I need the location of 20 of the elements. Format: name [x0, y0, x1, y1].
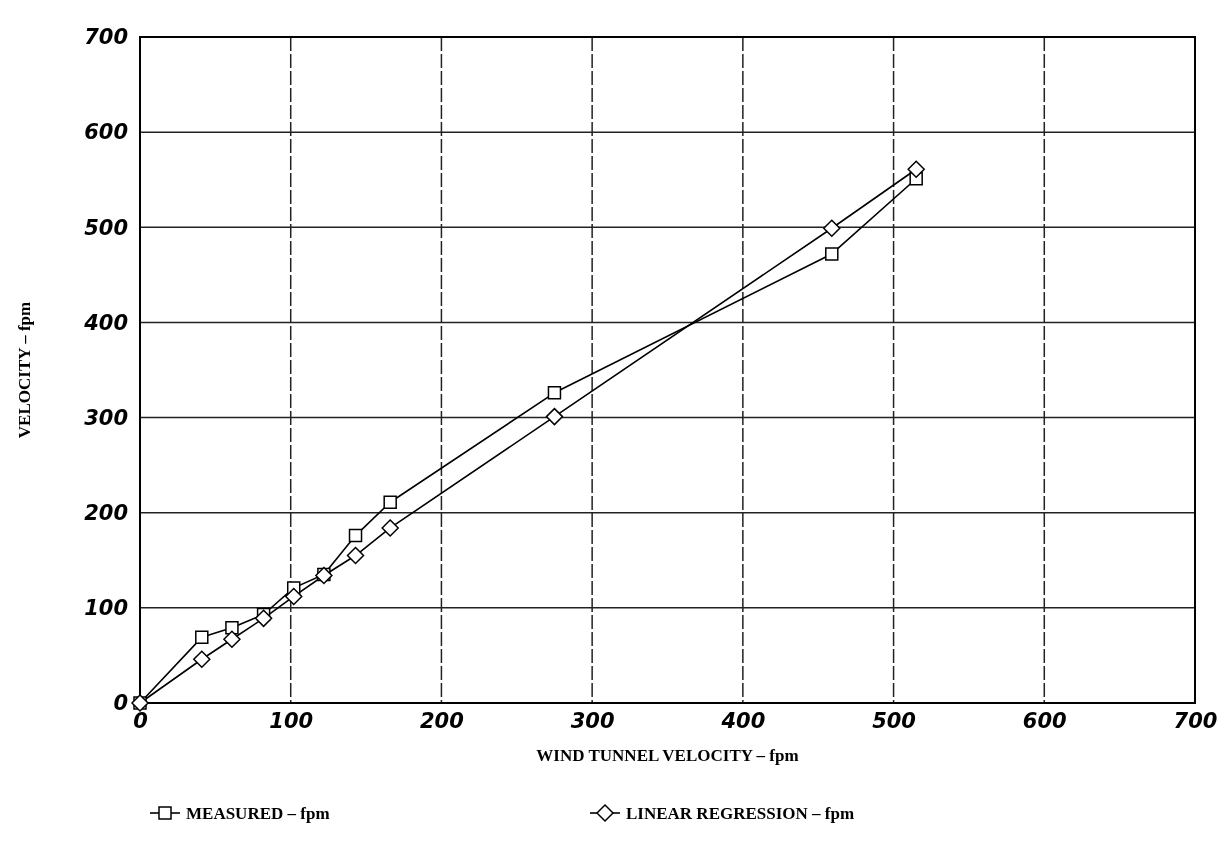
x-tick-label: 0: [133, 708, 148, 733]
y-tick-label: 600: [84, 120, 128, 145]
y-tick-label: 300: [84, 405, 128, 430]
y-tick-label: 0: [113, 691, 128, 716]
y-tick-label: 700: [84, 25, 128, 50]
y-tick-label: 400: [83, 310, 128, 335]
x-tick-label: 500: [872, 708, 916, 733]
legend-label: MEASURED – fpm: [186, 804, 330, 823]
x-tick-label: 400: [720, 708, 766, 733]
y-axis-title: VELOCITY – fpm: [15, 301, 34, 439]
y-tick-label: 200: [84, 500, 128, 525]
legend-label: LINEAR REGRESSION – fpm: [626, 804, 855, 823]
x-tick-label: 600: [1022, 708, 1067, 733]
y-tick-label: 500: [84, 215, 128, 240]
x-tick-label: 100: [269, 708, 314, 733]
x-tick-label: 200: [420, 708, 464, 733]
x-axis-title: WIND TUNNEL VELOCITY – fpm: [536, 746, 799, 765]
x-tick-label: 700: [1173, 708, 1218, 733]
y-tick-label: 100: [84, 596, 128, 621]
x-tick-label: 300: [570, 708, 615, 733]
